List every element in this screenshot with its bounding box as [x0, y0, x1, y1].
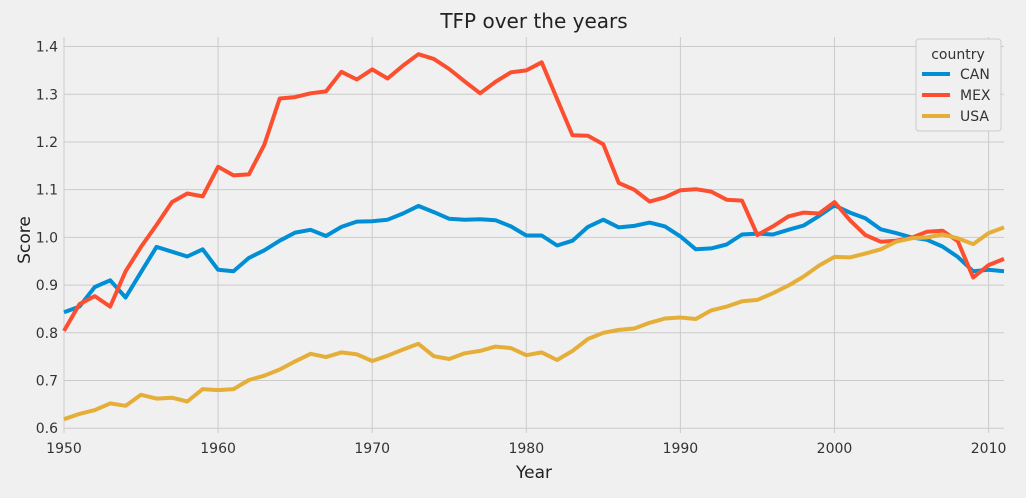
y-tick-label: 1.1 [36, 183, 58, 199]
x-tick-label: 1960 [200, 441, 236, 457]
x-tick-label: 2000 [817, 441, 853, 457]
y-tick-label: 1.3 [36, 87, 58, 103]
legend-label-usa: USA [960, 109, 989, 125]
tick-labels: 1950 1960 1970 1980 1990 2000 2010 0.6 0.7 0.8 0.9… [36, 40, 1007, 457]
y-tick-label: 0.8 [36, 326, 58, 342]
x-tick-label: 1990 [663, 441, 699, 457]
series-line-usa [63, 225, 1005, 422]
x-tick-label: 1970 [354, 441, 390, 457]
y-tick-label: 1.2 [36, 135, 58, 151]
legend-label-mex: MEX [960, 88, 991, 104]
grid-lines [63, 37, 1004, 433]
legend: country CAN MEX USA [915, 38, 1002, 132]
legend-title: country [931, 47, 985, 63]
legend-label-can: CAN [960, 67, 990, 83]
y-tick-label: 0.9 [36, 278, 58, 294]
x-axis-title: Year [515, 463, 552, 483]
x-tick-label: 1950 [46, 441, 82, 457]
series-lines [62, 52, 1005, 422]
y-tick-label: 1.4 [36, 40, 58, 56]
y-tick-label: 1.0 [36, 230, 58, 246]
y-tick-label: 0.7 [36, 374, 58, 390]
x-tick-label: 1980 [508, 441, 544, 457]
x-tick-label: 2010 [971, 441, 1007, 457]
y-axis-title: Score [15, 216, 35, 264]
series-line-mex [62, 52, 1005, 332]
legend-entries: CAN MEX USA [922, 67, 991, 125]
chart-title: TFP over the years [439, 9, 627, 33]
y-tick-label: 0.6 [36, 421, 58, 437]
legend-box [915, 38, 1002, 132]
series-line-can [63, 203, 1005, 315]
